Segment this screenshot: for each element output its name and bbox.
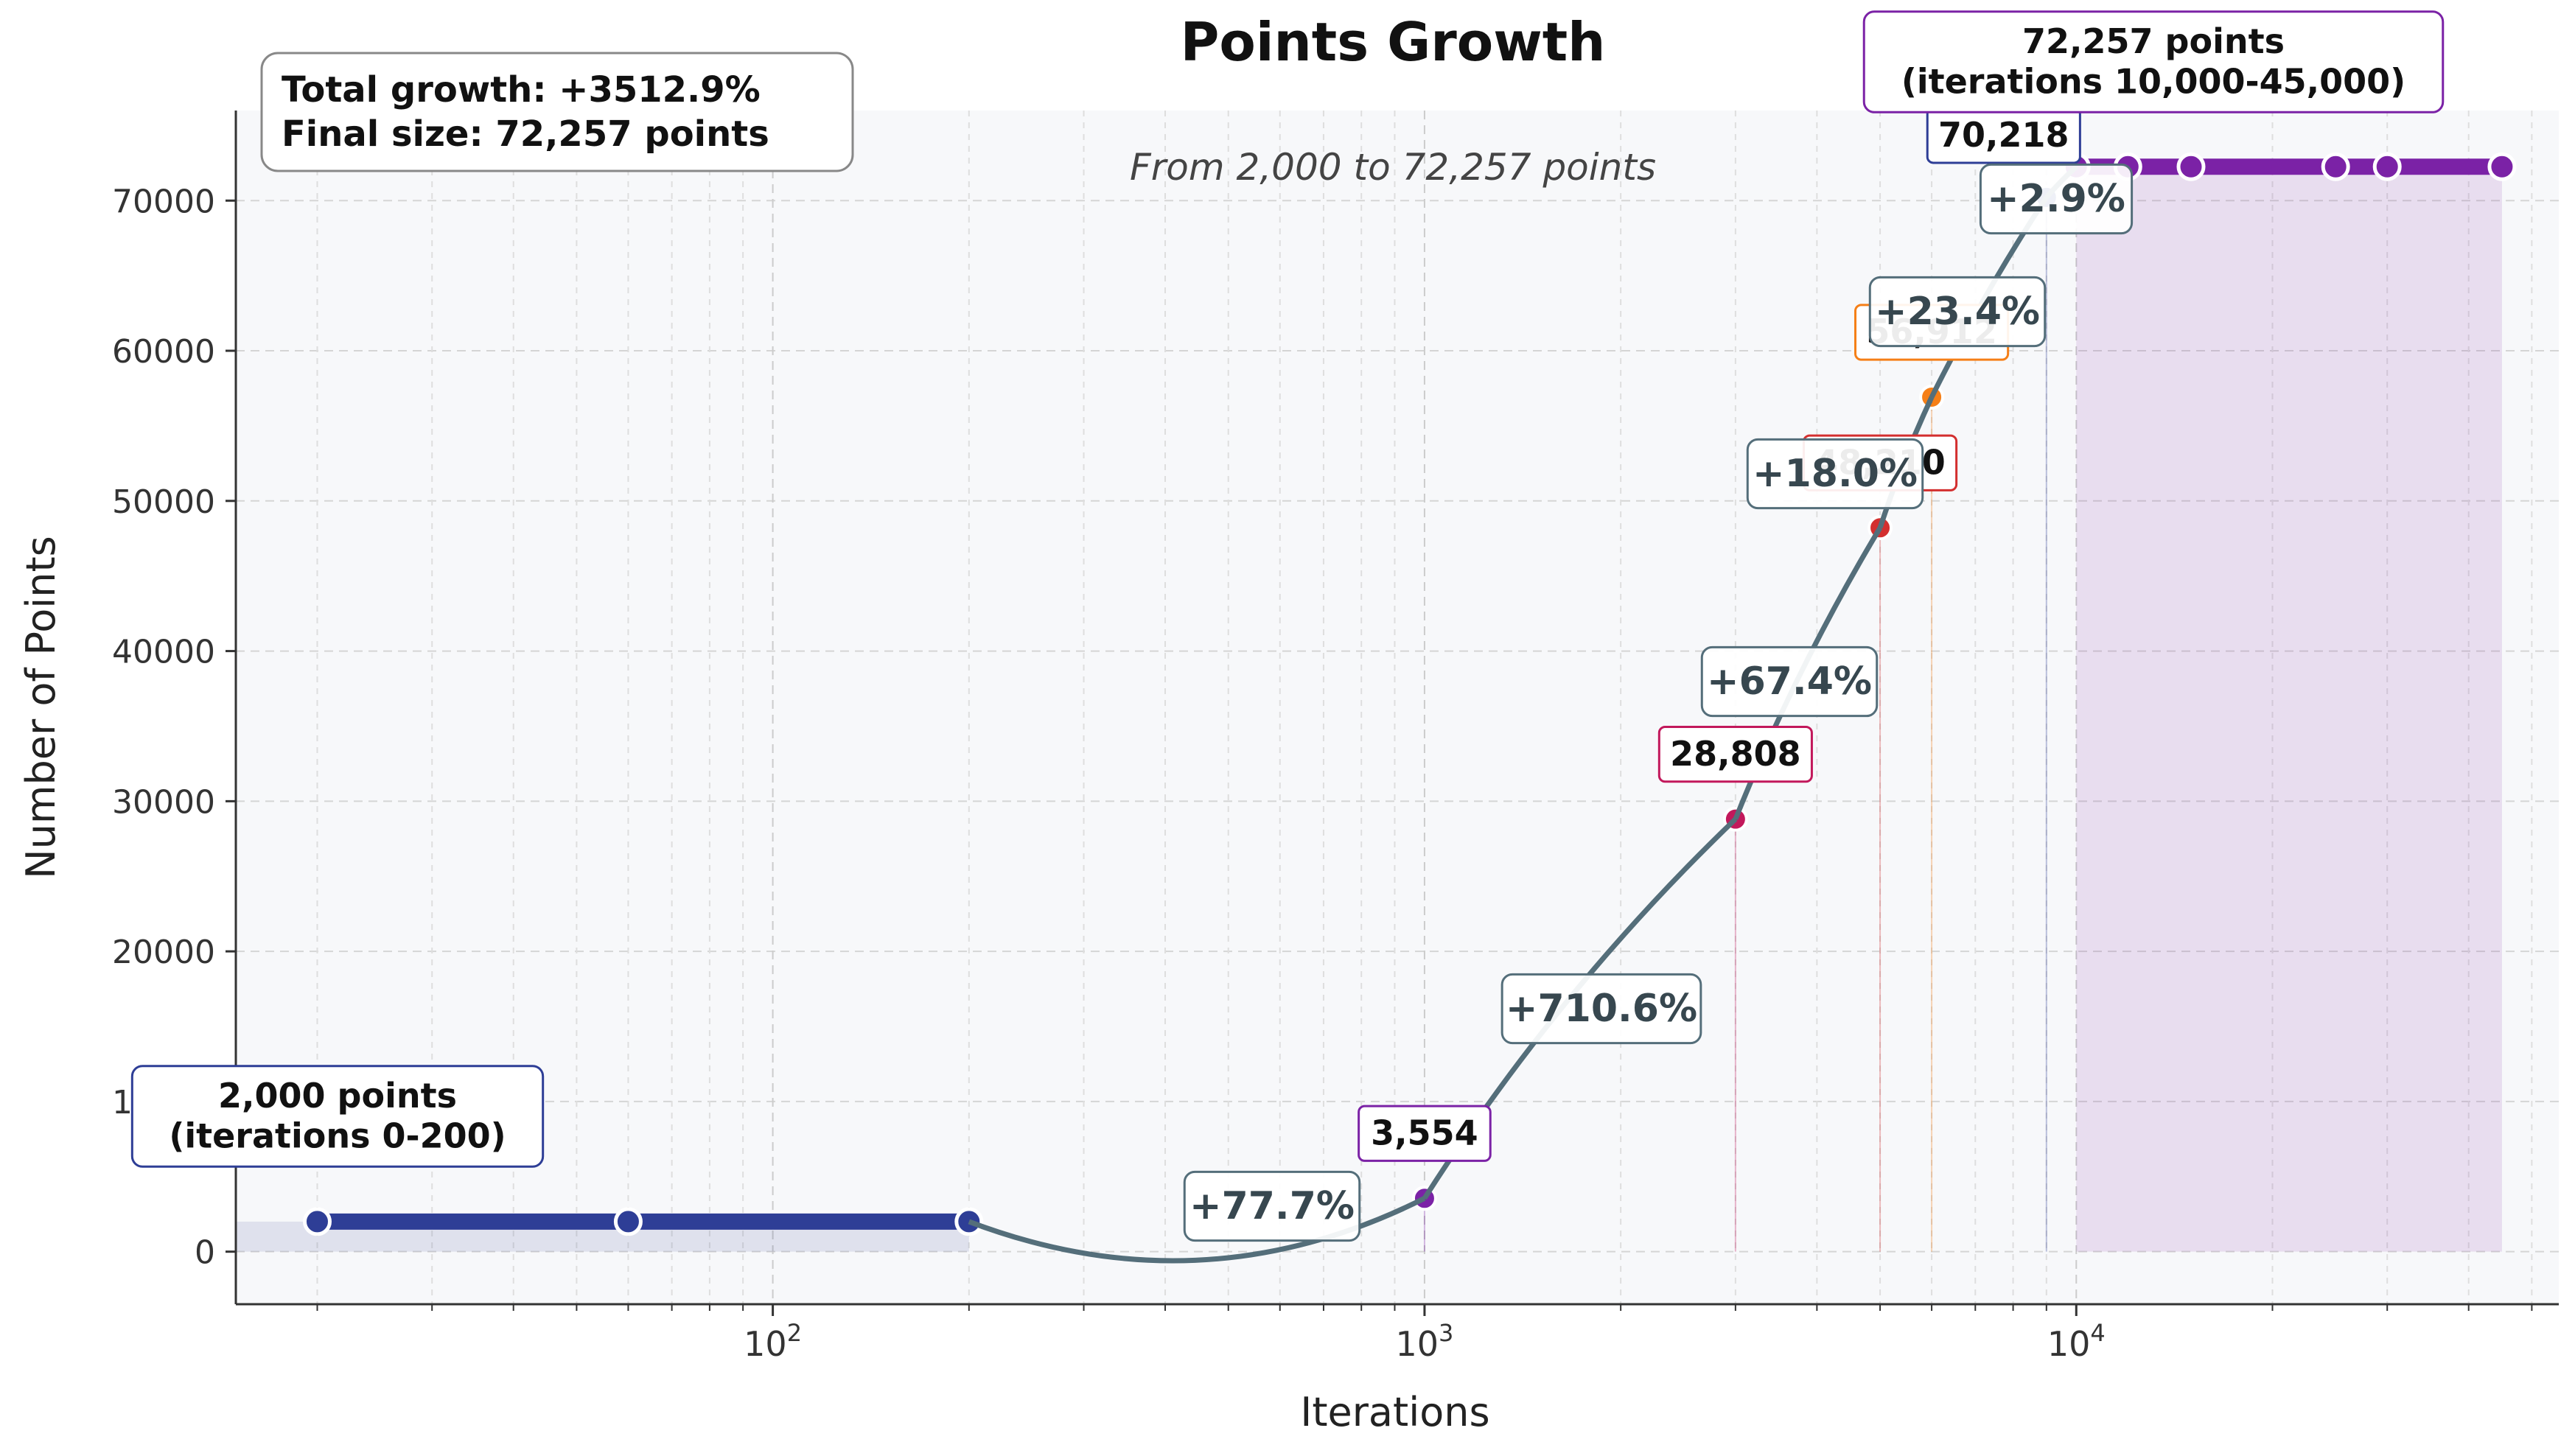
growth-label-frame — [1746, 438, 1924, 510]
x-tick-label: 102 — [744, 1319, 802, 1364]
point-value-label: 70,218 — [1926, 107, 2081, 164]
plateau-label-start-text: 2,000 points — [218, 1076, 457, 1116]
y-tick-label: 30000 — [112, 783, 215, 821]
growth-label-frame — [1183, 1170, 1361, 1242]
plateau-label-start-frame — [130, 1065, 545, 1168]
y-tick-label: 50000 — [112, 483, 215, 521]
plateau-marker — [2372, 152, 2402, 181]
growth-label: +67.4% — [1700, 645, 1879, 718]
growth-label-text: +710.6% — [1506, 987, 1697, 1031]
plateau-label-end: 72,257 points(iterations 10,000-45,000) — [1862, 10, 2445, 113]
point-value-label-text: 70,218 — [1938, 115, 2069, 155]
y-axis-label: Number of Points — [18, 536, 64, 879]
y-tick-label: 0 — [195, 1234, 215, 1272]
y-tick-label: 70000 — [112, 183, 215, 220]
growth-arrow — [968, 1196, 1426, 1264]
point-value-label-frame — [1358, 1105, 1492, 1162]
stats-box: Total growth: +3512.9% Final size: 72,25… — [260, 52, 854, 172]
plateau-label-end-frame — [1862, 10, 2445, 113]
growth-label: +18.0% — [1746, 438, 1924, 510]
chart-title: Points Growth — [1181, 11, 1606, 73]
growth-label: +23.4% — [1868, 276, 2047, 348]
y-tick-label: 60000 — [112, 333, 215, 371]
growth-label-frame — [1979, 163, 2134, 235]
x-tick-label: 103 — [1395, 1319, 1453, 1364]
plateau-label-start-text: (iterations 0-200) — [169, 1116, 506, 1155]
plateau-label-end-text: (iterations 10,000-45,000) — [1901, 61, 2405, 101]
growth-label-text: +67.4% — [1707, 659, 1872, 704]
point-value-label-text: 28,808 — [1670, 734, 1801, 774]
y-tick-label: 40000 — [112, 634, 215, 671]
plateau-marker — [302, 1207, 332, 1236]
plateau-label-end-text: 72,257 points — [2022, 21, 2285, 61]
plateau-marker — [2321, 152, 2350, 181]
growth-label: +2.9% — [1979, 163, 2134, 235]
plateau-marker — [2176, 152, 2206, 181]
y-tick-label: 20000 — [112, 934, 215, 971]
plateau-marker — [2487, 152, 2517, 181]
stats-box-frame — [260, 52, 854, 172]
growth-label: +710.6% — [1500, 973, 1702, 1045]
growth-label-text: +2.9% — [1987, 177, 2125, 221]
plateau-label-start: 2,000 points(iterations 0-200) — [130, 1065, 545, 1168]
plateau-shade-2 — [2076, 167, 2502, 1252]
growth-label-frame — [1500, 973, 1702, 1045]
growth-label-text: +23.4% — [1875, 290, 2040, 334]
growth-label-frame — [1868, 276, 2047, 348]
x-axis-label: Iterations — [1300, 1389, 1489, 1435]
point-value-label-frame — [1657, 726, 1813, 783]
plateau-marker — [613, 1207, 643, 1236]
point-value-label: 28,808 — [1657, 726, 1813, 783]
stats-final-size: Final size: 72,257 points — [282, 113, 769, 155]
point-value-label: 3,554 — [1358, 1105, 1492, 1162]
x-tick-label: 104 — [2047, 1319, 2106, 1364]
growth-label-text: +77.7% — [1189, 1184, 1355, 1228]
growth-label-frame — [1700, 645, 1879, 718]
growth-label: +77.7% — [1183, 1170, 1361, 1242]
chart-subtitle: From 2,000 to 72,257 points — [1130, 146, 1656, 189]
growth-label-text: +18.0% — [1753, 452, 1918, 496]
stats-total-growth: Total growth: +3512.9% — [282, 69, 761, 111]
point-value-label-text: 3,554 — [1371, 1113, 1478, 1152]
grid — [236, 111, 2559, 1304]
